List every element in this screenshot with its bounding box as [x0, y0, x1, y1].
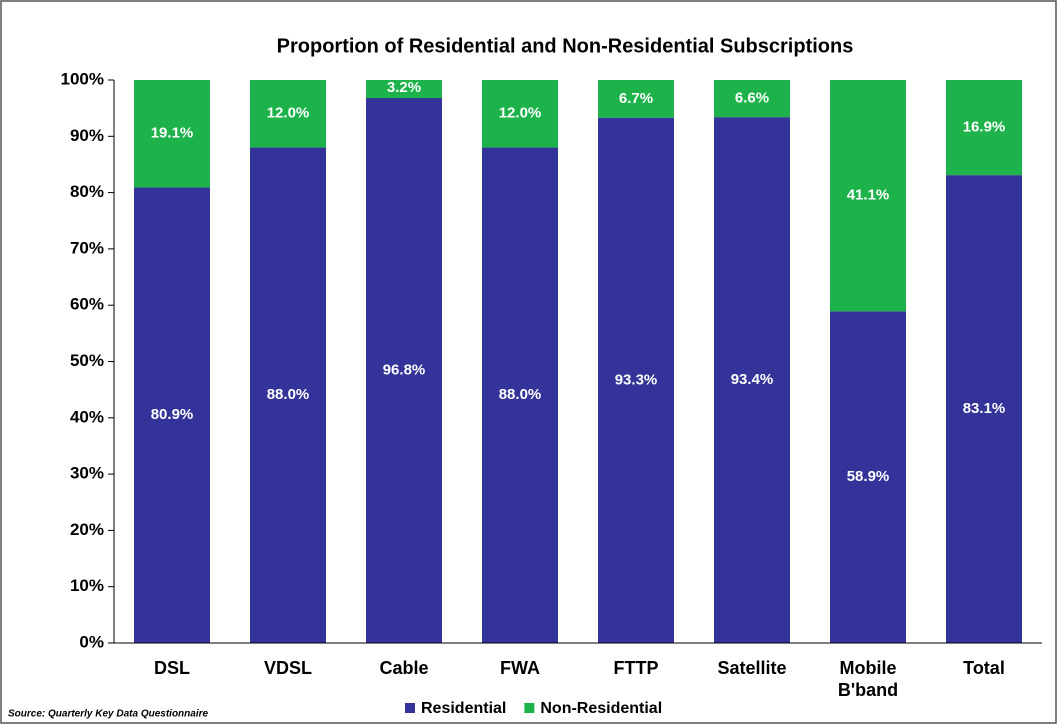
- value-label: 3.2%: [387, 79, 421, 96]
- y-tick-label: 0%: [79, 632, 104, 651]
- value-label: 80.9%: [151, 406, 194, 423]
- value-label: 58.9%: [847, 468, 890, 485]
- x-tick-label: DSL: [154, 658, 190, 678]
- y-tick-label: 10%: [70, 576, 104, 595]
- value-label: 88.0%: [499, 386, 542, 403]
- bar-segment: [598, 117, 674, 643]
- value-label: 93.3%: [615, 371, 658, 388]
- x-tick-label: Total: [963, 658, 1005, 678]
- bar-segment: [946, 80, 1022, 176]
- bar-segment: [250, 80, 326, 148]
- x-tick-label: VDSL: [264, 658, 312, 678]
- y-tick-label: 40%: [70, 407, 104, 426]
- bar-segment: [134, 80, 210, 188]
- bar-segment: [366, 80, 442, 99]
- y-tick-label: 30%: [70, 464, 104, 483]
- y-tick-label: 80%: [70, 182, 104, 201]
- y-tick-label: 50%: [70, 351, 104, 370]
- x-tick-label: Cable: [379, 658, 428, 678]
- y-tick-label: 100%: [61, 69, 104, 88]
- value-label: 41.1%: [847, 187, 890, 204]
- value-label: 12.0%: [267, 105, 310, 122]
- legend-swatch: [405, 703, 415, 713]
- value-label: 6.7%: [619, 90, 653, 107]
- legend-label: Non-Residential: [540, 700, 662, 717]
- x-tick-label: Mobile B'band: [838, 658, 898, 700]
- y-tick-label: 90%: [70, 126, 104, 145]
- x-tick-label: Satellite: [717, 658, 786, 678]
- value-label: 16.9%: [963, 119, 1006, 136]
- value-label: 19.1%: [151, 125, 194, 142]
- source-note: Source: Quarterly Key Data Questionnaire: [8, 709, 209, 720]
- bar-segment: [598, 80, 674, 118]
- value-label: 6.6%: [735, 90, 769, 107]
- y-tick-label: 20%: [70, 520, 104, 539]
- y-tick-label: 60%: [70, 295, 104, 314]
- bar-segment: [482, 80, 558, 148]
- x-tick-label: FTTP: [614, 658, 659, 678]
- bar-segment: [714, 80, 790, 118]
- bar-segment: [482, 147, 558, 643]
- value-label: 88.0%: [267, 386, 310, 403]
- value-label: 12.0%: [499, 105, 542, 122]
- chart-title: Proportion of Residential and Non-Reside…: [277, 35, 854, 57]
- bar-segment: [946, 175, 1022, 643]
- value-label: 83.1%: [963, 400, 1006, 417]
- bar-segment: [250, 147, 326, 643]
- value-label: 96.8%: [383, 361, 426, 378]
- legend-label: Residential: [421, 700, 506, 717]
- x-tick-label: FWA: [500, 658, 540, 678]
- bar-segment: [830, 80, 906, 312]
- bar-segment: [714, 117, 790, 643]
- bar-segment: [830, 311, 906, 643]
- bar-segment: [366, 98, 442, 644]
- bar-segment: [134, 187, 210, 643]
- value-label: 93.4%: [731, 371, 774, 388]
- legend-swatch: [524, 703, 535, 713]
- y-tick-label: 70%: [70, 238, 104, 257]
